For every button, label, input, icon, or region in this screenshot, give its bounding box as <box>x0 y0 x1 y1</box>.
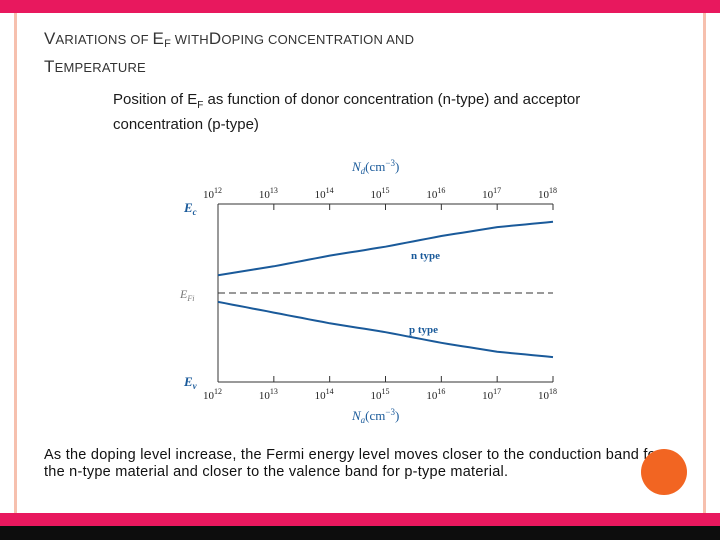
diagram-caption: Position of EF as function of donor conc… <box>113 91 581 133</box>
title-word-2: EF WITH <box>152 29 209 50</box>
bottom-axis-label: Na(cm−3) <box>351 407 399 425</box>
right-border-rule <box>703 13 706 513</box>
top-tick-label: 1015 <box>371 186 390 201</box>
top-tick-label: 1014 <box>315 186 334 201</box>
bottom-tick-label: 1013 <box>259 387 278 402</box>
bottom-black-strip <box>0 526 720 540</box>
bottom-tick-label: 1016 <box>426 387 445 402</box>
title-line-2: TEMPERATURE <box>44 57 146 76</box>
top-tick-label: 1016 <box>426 186 445 201</box>
n-type-curve <box>217 220 554 277</box>
ec-label: Ec <box>183 200 197 217</box>
left-border-rule <box>14 13 17 513</box>
bottom-tick-label: 1012 <box>203 387 222 402</box>
top-tick-label: 1018 <box>538 186 557 201</box>
fermi-level-diagram: Nd(cm−3) 1012 1013 1014 1015 1016 1017 1018 10… <box>179 158 557 425</box>
p-type-curve <box>217 300 554 359</box>
bottom-tick-label: 1014 <box>315 387 334 402</box>
title-word-1: VARIATIONS OF <box>44 29 153 48</box>
bottom-accent-bar <box>0 513 720 526</box>
slide-ornament-circle <box>641 449 687 495</box>
top-tick-label: 1017 <box>482 186 501 201</box>
axis-tick-marks <box>217 204 554 382</box>
efi-label: EFi <box>179 287 194 303</box>
slide-title: VARIATIONS OF EF WITHDOPING CONCENTRATIO… <box>44 26 684 80</box>
top-accent-bar <box>0 0 720 13</box>
p-type-label: p type <box>409 324 438 336</box>
ev-label: Ev <box>183 374 198 391</box>
title-word-3: DOPING CONCENTRATION AND <box>208 29 415 48</box>
top-tick-label: 1012 <box>203 186 222 201</box>
bottom-tick-label: 1018 <box>538 387 557 402</box>
top-tick-labels: 1012 1013 1014 1015 1016 1017 1018 <box>203 186 557 201</box>
bottom-tick-label: 1015 <box>371 387 390 402</box>
conclusion-text: As the doping level increase, the Fermi … <box>44 447 662 480</box>
top-axis-label: Nd(cm−3) <box>351 158 399 176</box>
top-tick-label: 1013 <box>259 186 278 201</box>
n-type-label: n type <box>411 250 440 262</box>
bottom-tick-labels: 1012 1013 1014 1015 1016 1017 1018 <box>203 387 557 402</box>
bottom-tick-label: 1017 <box>482 387 501 402</box>
